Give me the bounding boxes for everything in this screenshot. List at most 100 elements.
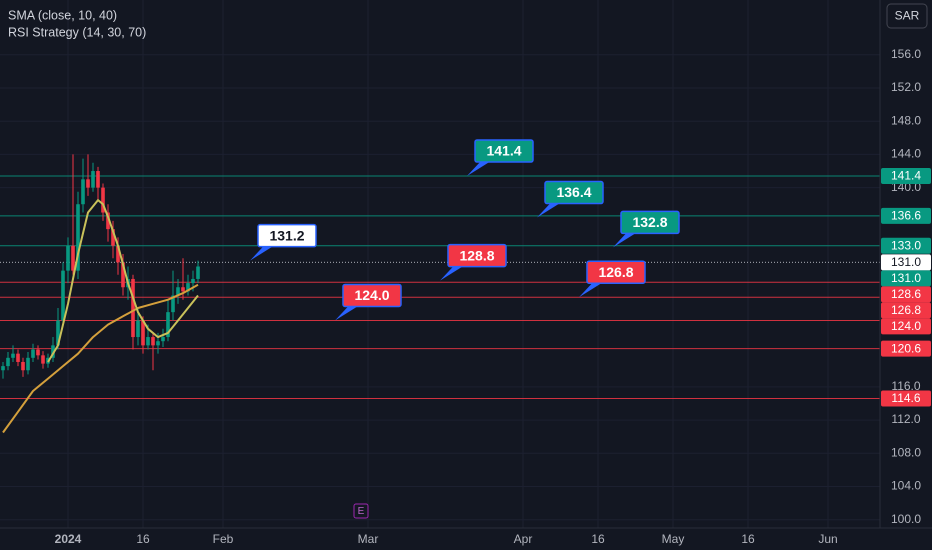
callout-box [342,283,402,308]
callout-pointer [250,245,274,261]
legend-item: SMA (close, 10, 40) [8,8,117,22]
candle-body [41,355,45,364]
candle-body [176,287,180,296]
candle-body [121,262,125,288]
candle-body [146,337,150,346]
candle-body [101,187,105,213]
y-tick-label: 152.0 [891,80,921,94]
price-tag [881,237,931,254]
callout-pointer [613,232,637,248]
x-tick-label: Apr [514,532,533,546]
candle-body [86,179,90,188]
candle-body [71,245,75,271]
candle-body [106,212,110,230]
candle-body [91,171,95,188]
price-tag [881,254,931,271]
legend-item: RSI Strategy (14, 30, 70) [8,25,146,39]
callout-pointer [537,202,561,218]
x-tick-label: 2024 [55,532,82,546]
y-tick-label: 116.0 [891,379,920,393]
candle-body [16,353,20,362]
price-tag-label: 136.6 [891,209,921,223]
price-tag [881,318,931,335]
callout-label: 128.8 [459,247,494,263]
currency-label[interactable]: SAR [895,9,920,23]
series [1,154,200,434]
callout-label: 124.0 [354,287,389,303]
price-tag-label: 128.6 [891,287,921,301]
candle-body [61,270,65,321]
callout-box [257,223,317,248]
candle-body [131,278,135,338]
x-tick-label: May [662,532,685,546]
candle-body [76,204,80,271]
price-tag-label: 131.0 [891,255,921,269]
callout-box [620,210,680,235]
candle-body [151,337,155,346]
sma-line [47,199,199,363]
candle-body [51,345,55,358]
callout-label: 132.8 [632,214,667,230]
candle-body [136,320,140,338]
callout-label: 131.2 [269,227,304,243]
currency-button[interactable] [886,3,928,29]
callout-box [474,139,534,163]
callout-label: 136.4 [556,184,591,200]
price-tag [881,390,931,407]
price-tag-label: 131.0 [891,271,921,285]
candle-body [191,278,195,284]
event-label: E [358,506,365,517]
price-tag [881,340,931,357]
candle-body [36,349,40,356]
candle-body [31,349,35,358]
candle-body [11,353,15,358]
event-marker [353,503,369,519]
y-tick-label: 156.0 [891,47,921,61]
x-tick-label: Mar [358,532,379,546]
candle-body [96,171,100,188]
callout-pointer [467,161,491,176]
candle-body [1,366,5,371]
price-tag [881,207,931,224]
price-tag-label: 141.4 [891,169,921,183]
y-tick-label: 100.0 [891,512,921,526]
x-tick-label: 16 [591,532,605,546]
price-tag [881,270,931,287]
price-tag [881,168,931,184]
callout-pointer [335,305,359,321]
sma-line [2,283,199,434]
price-tag-label: 120.6 [891,341,921,355]
axes: 100.0104.0108.0112.0116.0140.0144.0148.0… [55,47,931,546]
price-tag-label: 126.8 [891,303,921,317]
levels [0,175,880,399]
candle-body [186,283,190,292]
price-tag-label: 133.0 [891,238,921,252]
y-tick-label: 108.0 [891,445,921,459]
callout-box [544,180,604,205]
candle-body [6,357,10,367]
x-tick-label: 16 [741,532,755,546]
callout-pointer [579,282,603,298]
y-tick-label: 148.0 [891,113,921,127]
candle-body [156,341,160,346]
callout-box [586,260,646,284]
callout-label: 141.4 [486,143,521,159]
candle-body [141,320,145,346]
candle-body [111,229,115,246]
callouts: 141.4 136.4 132.8 131.2 128.8 126.8 124.0 [250,139,680,321]
x-tick-label: 16 [136,532,150,546]
candle-body [81,179,85,205]
callout-box [447,243,507,268]
candle-body [196,266,200,279]
price-tag-label: 114.6 [891,391,920,405]
candle-body [56,320,60,346]
candle-body [171,295,175,313]
x-tick-label: Jun [818,532,837,546]
candle-body [181,287,185,292]
price-tag [881,302,931,319]
price-tag [881,286,931,303]
y-tick-label: 104.0 [891,479,921,493]
candle-body [26,357,30,371]
candle-body [166,312,170,338]
